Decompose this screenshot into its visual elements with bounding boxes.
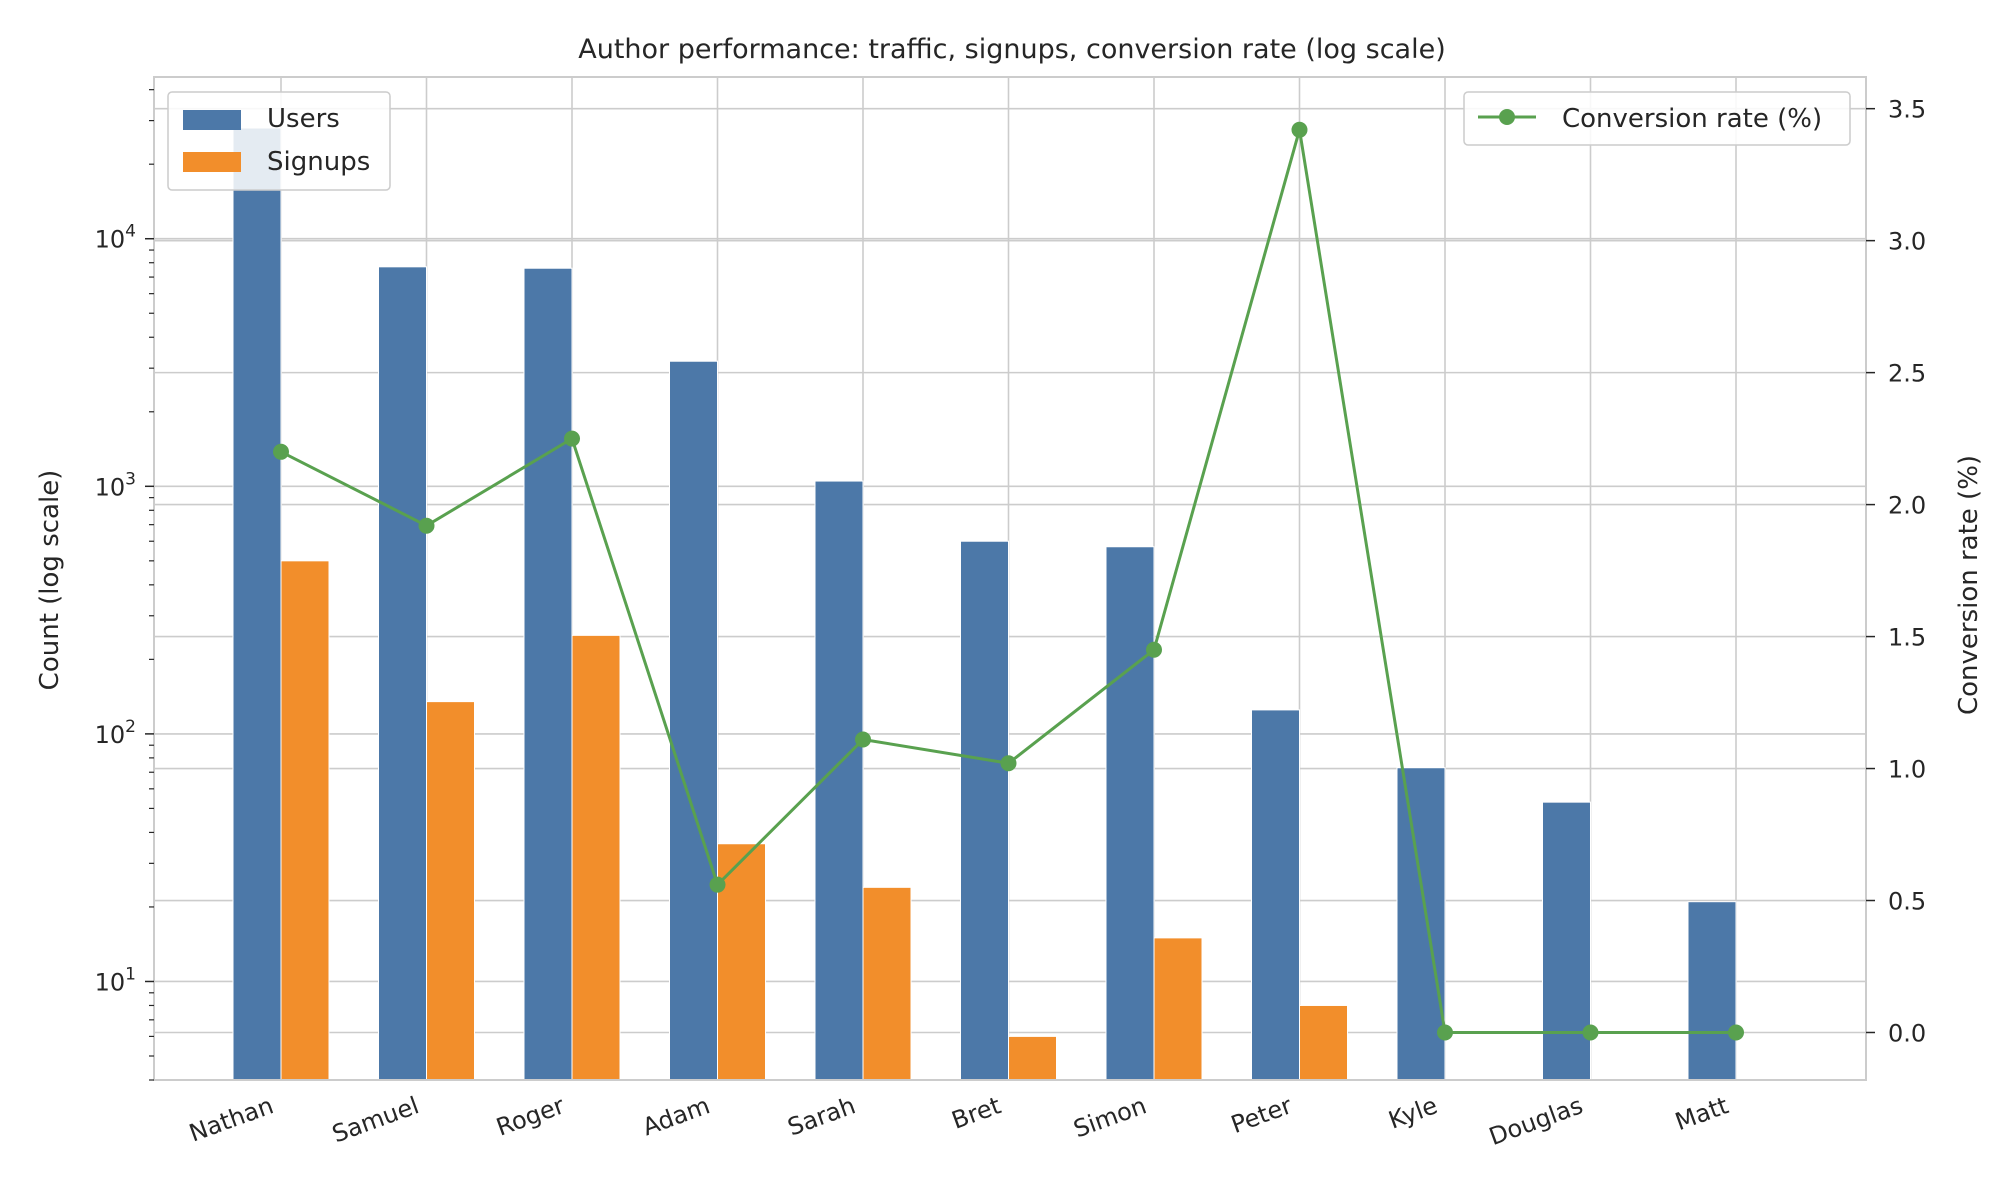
bar-users [1105,546,1155,1081]
bar-users [1687,901,1737,1081]
right-tick-label: 3.0 [1888,228,1926,256]
chart-title: Author performance: traffic, signups, co… [578,34,1445,65]
legend-label-conversion: Conversion rate (%) [1562,104,1822,134]
legend-label-signups: Signups [267,147,370,177]
bars [232,127,1737,1081]
bar-users [378,266,427,1081]
conversion-rate-point [1582,1024,1599,1041]
right-tick-label: 0.5 [1888,888,1926,916]
plot-frame [153,76,1867,1081]
left-tick-label: 102 [95,717,136,749]
bar-users [1251,709,1300,1081]
right-tick-label: 3.5 [1888,96,1926,124]
bar-users [669,360,718,1081]
right-axis-title: Conversion rate (%) [1954,455,1984,715]
plot-border [153,76,1867,1081]
bar-signups [571,634,621,1081]
conversion-line [273,121,1744,1041]
right-tick-label: 1.5 [1888,624,1926,652]
legend-label-users: Users [267,104,340,134]
left-tick-label: 104 [95,222,136,254]
legend-line: Conversion rate (%) [1463,91,1851,146]
legend-box [1463,91,1851,146]
legend-bars: Users Signups [167,91,391,191]
right-tick-label: 1.0 [1888,756,1926,784]
conversion-rate-point [1437,1024,1453,1041]
right-tick-label: 2.0 [1888,492,1926,520]
bar-users [1396,767,1446,1081]
legend-marker-sample [1499,109,1515,125]
bar-signups [862,886,912,1081]
conversion-rate-point [273,443,289,460]
bar-signups [280,560,330,1081]
conversion-rate-point [1728,1024,1744,1041]
conversion-rate-point [564,430,580,447]
bar-signups [426,701,475,1081]
conversion-rate-point [1000,755,1017,772]
conversion-rate-point [1146,641,1162,658]
legend-swatch-users [183,110,241,130]
conversion-rate-point [1291,121,1308,138]
bar-signups [1008,1035,1057,1081]
bar-signups [1299,1004,1348,1081]
right-tick-label: 2.5 [1888,360,1926,388]
right-tick-label: 0.0 [1888,1019,1926,1047]
conversion-rate-point [855,731,871,748]
bar-users [960,540,1009,1081]
conversion-rate-point [418,517,435,534]
bar-users [523,267,573,1081]
left-axis-title: Count (log scale) [35,470,65,691]
legend-swatch-signups [183,152,241,172]
left-tick-label: 101 [95,964,136,996]
bar-signups [717,843,766,1081]
bar-users [232,127,282,1081]
left-tick-label: 103 [95,469,136,501]
bar-signups [1153,937,1203,1081]
conversion-rate-point [709,876,726,893]
bar-users [1542,801,1591,1081]
